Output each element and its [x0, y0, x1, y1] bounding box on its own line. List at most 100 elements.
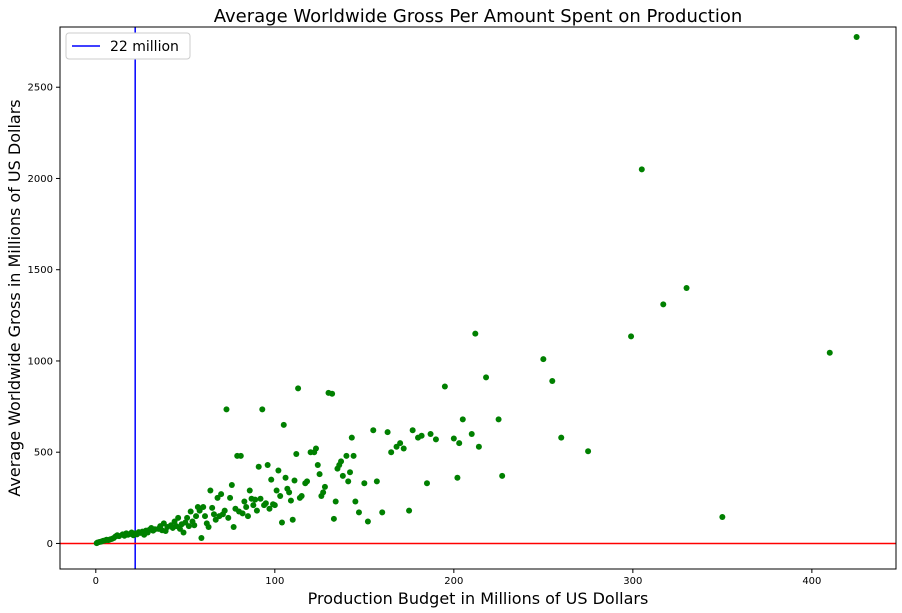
scatter-point	[264, 461, 271, 468]
scatter-point	[298, 493, 305, 500]
y-tick-label: 1500	[28, 265, 53, 276]
scatter-point	[250, 502, 257, 509]
scatter-point	[423, 480, 430, 487]
scatter-point	[406, 507, 413, 514]
scatter-point	[282, 474, 289, 481]
x-tick-label: 100	[265, 576, 284, 587]
scatter-point	[364, 518, 371, 525]
scatter-point	[339, 472, 346, 479]
scatter-point	[459, 416, 466, 423]
scatter-point	[259, 406, 266, 413]
scatter-point	[312, 445, 319, 452]
y-tick-label: 2500	[28, 83, 53, 94]
scatter-point	[329, 390, 336, 397]
scatter-point	[418, 432, 425, 439]
scatter-point	[826, 349, 833, 356]
scatter-point	[348, 434, 355, 441]
scatter-point	[266, 505, 273, 512]
plot-area	[59, 26, 897, 570]
scatter-point	[221, 507, 228, 514]
x-tick-label: 200	[444, 576, 463, 587]
scatter-point	[273, 487, 280, 494]
x-tick-label: 400	[802, 576, 821, 587]
scatter-point	[278, 519, 285, 526]
scatter-point	[191, 522, 198, 529]
scatter-point	[257, 495, 264, 502]
scatter-point	[243, 503, 250, 510]
scatter-point	[275, 467, 282, 474]
scatter-point	[388, 449, 395, 456]
scatter-point	[338, 458, 345, 465]
scatter-point	[638, 166, 645, 173]
scatter-point	[223, 406, 230, 413]
scatter-point	[314, 461, 321, 468]
y-tick-label: 2000	[28, 174, 53, 185]
scatter-point	[205, 524, 212, 531]
scatter-point	[255, 463, 262, 470]
scatter-point	[352, 498, 359, 505]
scatter-point	[289, 516, 296, 523]
scatter-point	[409, 427, 416, 434]
legend-box	[65, 32, 191, 60]
y-axis-ticks: 0 500 1000 1500 2000 2500	[28, 83, 60, 550]
scatter-point	[540, 356, 547, 363]
scatter-point	[200, 503, 207, 510]
scatter-point	[207, 487, 214, 494]
scatter-point	[499, 472, 506, 479]
scatter-point	[355, 509, 362, 516]
scatter-point	[719, 513, 726, 520]
scatter-point	[321, 483, 328, 490]
scatter-point	[202, 513, 209, 520]
scatter-point	[316, 471, 323, 478]
scatter-point	[218, 491, 225, 498]
scatter-point	[280, 421, 287, 428]
scatter-point	[468, 430, 475, 437]
scatter-point	[320, 489, 327, 496]
scatter-point	[209, 504, 216, 511]
scatter-point	[379, 509, 386, 516]
scatter-point	[185, 523, 192, 530]
scatter-point	[456, 440, 463, 447]
scatter-point	[483, 374, 490, 381]
scatter-point	[549, 378, 556, 385]
scatter-point	[210, 511, 217, 518]
scatter-point	[373, 478, 380, 485]
scatter-point	[683, 284, 690, 291]
scatter-point	[184, 514, 191, 521]
scatter-point	[450, 435, 457, 442]
scatter-point	[660, 301, 667, 308]
scatter-point	[495, 416, 502, 423]
data-points	[93, 34, 860, 547]
scatter-point	[239, 510, 246, 517]
y-tick-label: 500	[34, 448, 53, 459]
scatter-point	[237, 452, 244, 459]
scatter-point	[853, 34, 860, 41]
scatter-point	[295, 385, 302, 392]
scatter-point	[252, 496, 259, 503]
legend: 22 million	[65, 32, 191, 60]
scatter-point	[246, 487, 253, 494]
scatter-point	[262, 500, 269, 507]
scatter-point	[291, 477, 298, 484]
scatter-point	[343, 452, 350, 459]
plot-frame	[59, 26, 897, 570]
scatter-point	[330, 515, 337, 522]
scatter-point	[350, 452, 357, 459]
scatter-point	[225, 514, 232, 521]
scatter-point	[384, 429, 391, 436]
legend-label: 22 million	[110, 39, 179, 55]
scatter-point	[193, 513, 200, 520]
scatter-point	[370, 427, 377, 434]
scatter-point	[304, 478, 311, 485]
scatter-point	[227, 494, 234, 501]
scatter-point	[347, 469, 354, 476]
x-tick-label: 300	[623, 576, 642, 587]
scatter-point	[198, 534, 205, 541]
scatter-point	[187, 508, 194, 515]
scatter-point	[293, 451, 300, 458]
scatter-point	[475, 443, 482, 450]
scatter-point	[277, 493, 284, 500]
scatter-point	[244, 513, 251, 520]
scatter-point	[628, 333, 635, 340]
